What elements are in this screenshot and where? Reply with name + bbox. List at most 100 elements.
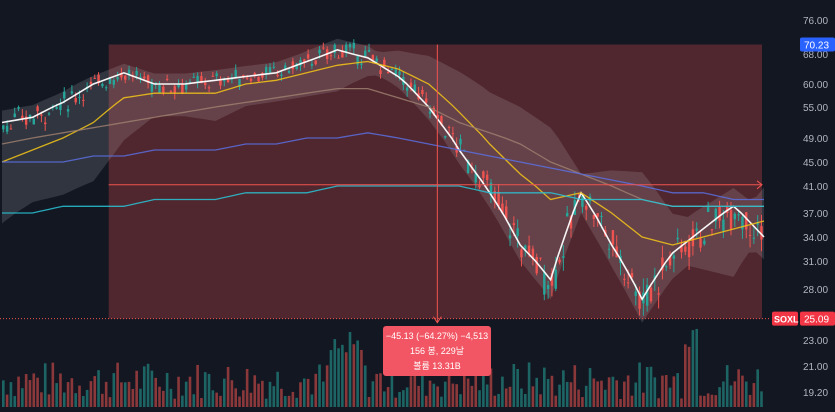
candle-body <box>626 282 630 284</box>
volume-bar <box>539 394 542 407</box>
last-price-value: 25.09 <box>804 315 829 326</box>
volume-bar <box>283 396 287 407</box>
volume-bar <box>261 380 264 407</box>
volume-bar <box>13 396 17 407</box>
volume-bar <box>158 386 161 407</box>
candle-body <box>93 77 96 79</box>
volume-bar <box>348 332 352 407</box>
candle-body <box>253 73 256 77</box>
volume-bar <box>447 364 451 407</box>
candle-body <box>623 278 626 280</box>
volume-bar <box>2 380 5 407</box>
candle-body <box>337 57 340 59</box>
candle-body <box>295 63 298 70</box>
candle-body <box>371 55 375 61</box>
volume-bar <box>737 369 740 407</box>
candle-body <box>21 115 24 119</box>
candle-body <box>272 66 276 68</box>
volume-bar <box>188 376 192 407</box>
volume-bar <box>558 384 561 407</box>
volume-bar <box>215 392 218 407</box>
candle-body <box>722 219 725 231</box>
candle-body <box>562 256 565 258</box>
volume-bar <box>603 389 607 407</box>
volume-bar <box>485 384 489 407</box>
candle-body <box>535 257 538 274</box>
range-top-tag <box>800 37 835 52</box>
candle-body <box>66 109 70 112</box>
volume-bar <box>59 373 62 407</box>
volume-bar <box>645 367 649 407</box>
volume-bar <box>74 393 77 407</box>
candle-body <box>539 257 542 259</box>
candle-body <box>59 103 62 110</box>
candle-body <box>82 99 85 101</box>
volume-bar <box>268 381 272 407</box>
candle-body <box>2 125 5 130</box>
candle-body <box>112 79 115 85</box>
volume-bar <box>207 373 211 407</box>
y-tick-label: 31.00 <box>803 257 828 268</box>
candle-body <box>310 63 314 66</box>
volume-bar <box>17 376 20 407</box>
volume-bar <box>344 352 348 407</box>
candle-body <box>405 87 409 91</box>
volume-bar <box>683 344 687 407</box>
volume-bar <box>375 373 378 407</box>
candle-body <box>78 96 81 98</box>
candle-body <box>127 69 131 76</box>
candle-body <box>158 85 161 93</box>
volume-bar <box>718 387 721 407</box>
y-tick-label: 76.00 <box>803 16 828 27</box>
volume-bar <box>680 398 683 407</box>
candle-body <box>116 77 119 80</box>
volume-bar <box>714 395 718 407</box>
ma-long-line <box>2 185 764 214</box>
candle-body <box>569 216 573 229</box>
volume-bar <box>363 365 367 407</box>
volume-bar <box>421 365 424 407</box>
candle-body <box>226 78 230 83</box>
volume-bar <box>104 381 108 407</box>
volume-bar <box>565 381 569 407</box>
candle-body <box>543 272 546 295</box>
volume-bar <box>695 328 699 407</box>
y-tick-label: 41.00 <box>803 182 828 193</box>
volume-bar <box>409 376 413 407</box>
volume-bar <box>482 365 485 407</box>
volume-bar <box>85 389 89 407</box>
candle-body <box>341 50 344 58</box>
volume-bar <box>51 362 55 407</box>
volume-bar <box>169 388 173 407</box>
candle-body <box>386 72 390 74</box>
candle-body <box>89 81 93 85</box>
volume-bar <box>341 344 344 407</box>
volume-bar <box>699 395 702 407</box>
volume-bar <box>443 381 447 407</box>
candle-body <box>379 70 382 75</box>
volume-bar <box>497 393 500 407</box>
volume-bar <box>272 386 276 407</box>
candle-body <box>508 235 512 239</box>
volume-bar <box>588 368 592 407</box>
candle-body <box>55 107 58 109</box>
volume-bar <box>120 382 123 407</box>
volume-bar <box>706 393 710 407</box>
volume-bar <box>40 392 43 407</box>
volume-bar <box>181 395 184 407</box>
volume-bar <box>302 378 306 407</box>
volume-bar <box>611 376 615 407</box>
volume-bar <box>642 392 645 407</box>
volume-bar <box>70 378 74 407</box>
volume-bar <box>424 395 428 407</box>
candle-body <box>306 54 310 59</box>
candle-body <box>245 77 249 79</box>
candle-body <box>546 285 550 290</box>
volume-bar <box>82 395 85 407</box>
volume-bar <box>592 378 596 407</box>
candle-body <box>444 135 447 138</box>
volume-bar <box>527 362 531 407</box>
candle-body <box>531 248 535 258</box>
